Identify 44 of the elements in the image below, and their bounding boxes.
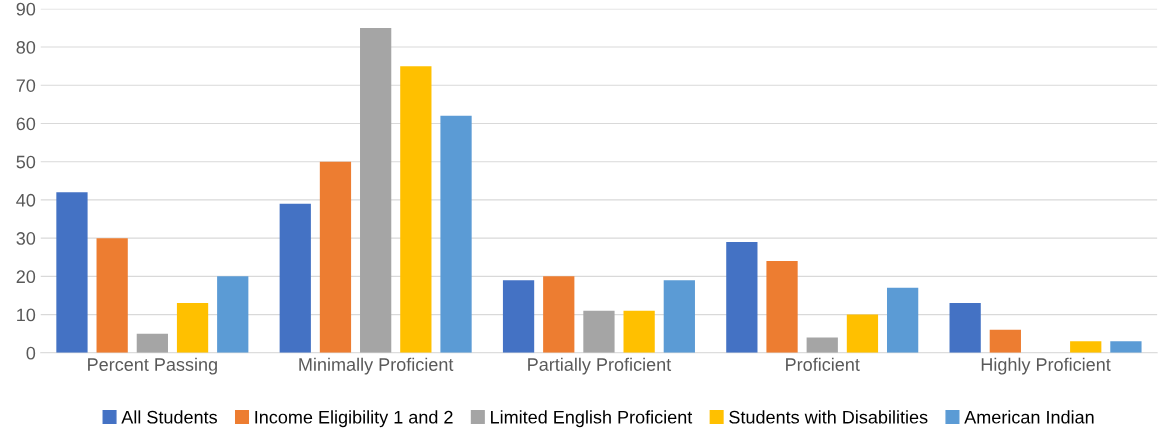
- y-tick-label: 10: [17, 308, 36, 322]
- bar: [583, 310, 615, 353]
- bar: [440, 115, 472, 353]
- bar: [136, 333, 168, 353]
- bar: [1070, 341, 1102, 353]
- y-tick-label: 0: [26, 346, 36, 360]
- bar: [846, 314, 879, 353]
- y-tick-label: 20: [16, 270, 36, 284]
- x-tick-label: Percent Passing: [88, 357, 217, 375]
- bar: [766, 261, 798, 353]
- bar: [400, 66, 432, 353]
- bar: [176, 303, 209, 353]
- bar: [543, 276, 575, 353]
- legend-label: American Indian: [964, 410, 1094, 424]
- bar: [663, 280, 695, 353]
- bar: [319, 161, 352, 353]
- legend-label: Students with Disabilities: [729, 410, 928, 424]
- x-tick-label: Highly Proficient: [981, 357, 1111, 375]
- x-tick-label: Minimally Proficient: [299, 357, 454, 375]
- bar: [96, 238, 128, 353]
- bar: [949, 303, 981, 353]
- bar: [989, 329, 1021, 353]
- bar: [1110, 341, 1142, 353]
- legend-label: All Students: [121, 410, 217, 424]
- bar: [279, 203, 311, 353]
- y-tick-label: 50: [16, 155, 36, 169]
- y-tick-label: 70: [16, 79, 36, 92]
- x-tick-label: Proficient: [786, 357, 860, 371]
- bar: [726, 241, 758, 353]
- bar: [502, 280, 535, 353]
- bar: [887, 287, 919, 353]
- bar: [217, 276, 249, 353]
- legend-label: Income Eligibility 1 and 2: [255, 410, 453, 428]
- bar: [806, 337, 838, 353]
- y-tick-label: 60: [16, 117, 36, 131]
- y-tick-label: 30: [16, 232, 36, 245]
- x-tick-label: Partially Proficient: [528, 357, 672, 375]
- bar: [360, 27, 392, 353]
- y-tick-label: 90: [16, 2, 36, 16]
- bar: [623, 310, 655, 353]
- y-tick-label: 80: [16, 40, 36, 54]
- bar: [56, 192, 88, 353]
- y-tick-label: 40: [16, 193, 36, 207]
- legend-label: Limited English Proficient: [491, 410, 693, 428]
